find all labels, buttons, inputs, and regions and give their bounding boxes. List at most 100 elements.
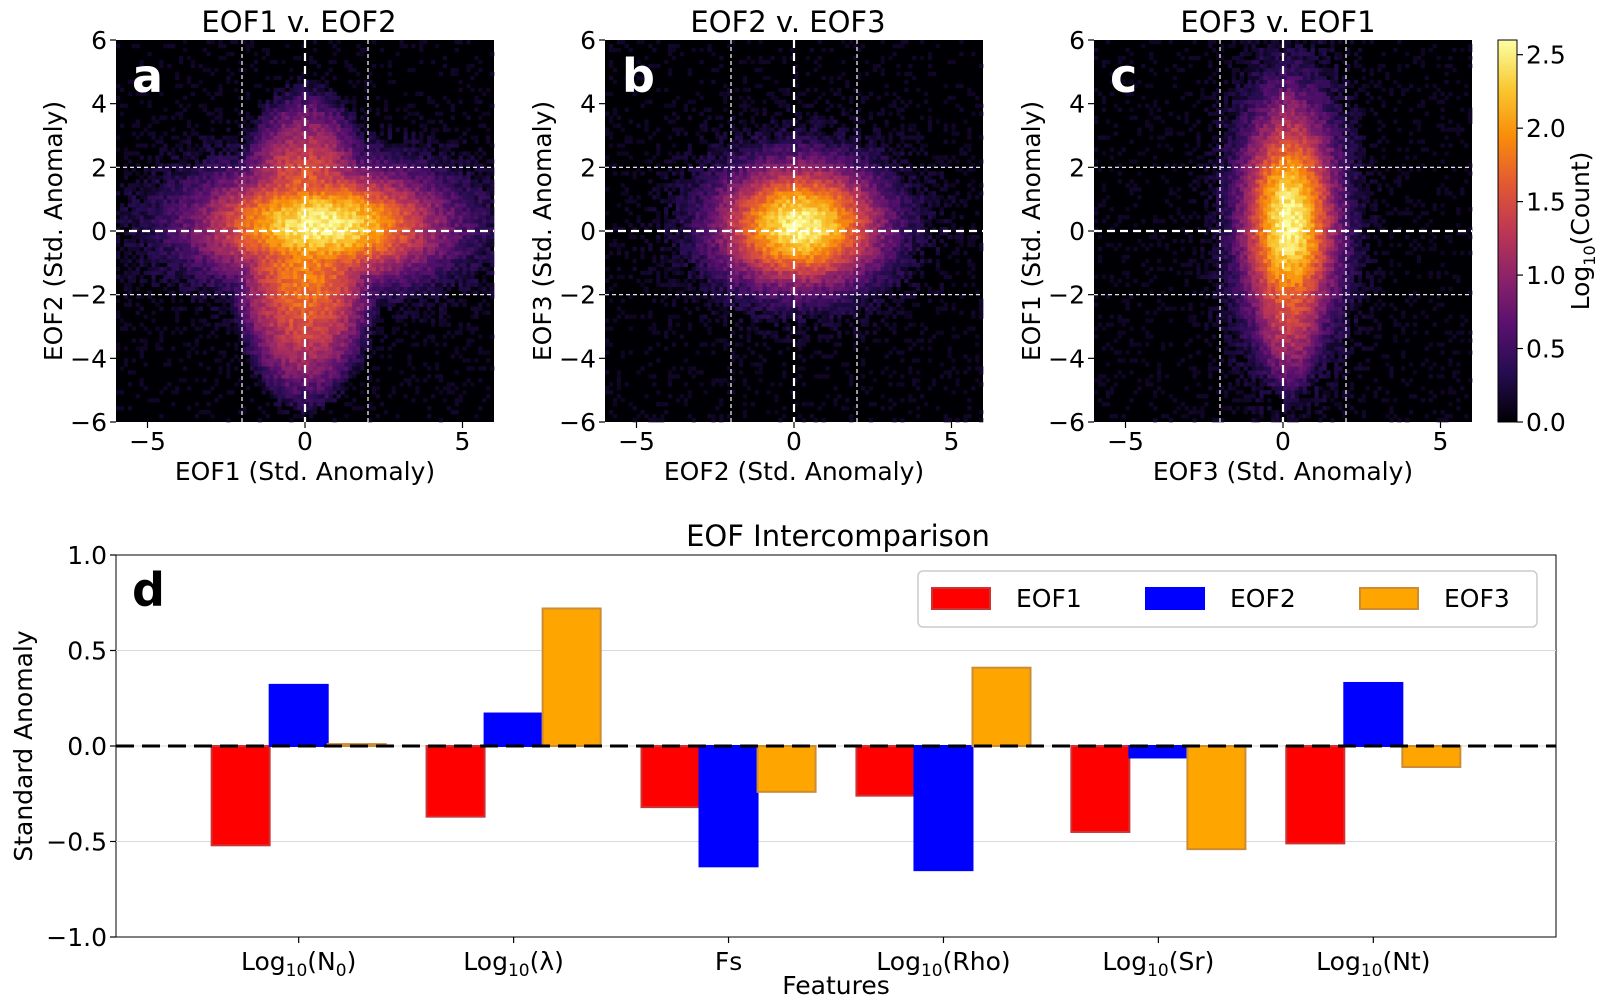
density-cell: [305, 398, 310, 403]
density-cell: [257, 234, 262, 240]
density-cell: [289, 179, 294, 184]
density-cell: [328, 282, 333, 288]
density-cell: [257, 203, 262, 208]
density-cell: [151, 270, 156, 276]
density-cell: [360, 406, 365, 411]
density-cell: [423, 40, 428, 45]
density-cell: [265, 342, 270, 347]
density-cell: [316, 171, 322, 176]
density-cell: [419, 143, 424, 148]
density-cell: [135, 215, 140, 220]
density-cell: [297, 398, 302, 403]
density-cell: [320, 103, 325, 108]
density-cell: [238, 203, 243, 208]
density-cell: [391, 326, 396, 331]
density-cell: [419, 254, 424, 260]
density-cell: [371, 238, 377, 244]
density-cell: [364, 159, 369, 164]
density-cell: [360, 266, 365, 272]
density-cell: [368, 215, 373, 220]
density-cell: [407, 211, 412, 216]
density-cell: [127, 215, 133, 220]
density-cell: [289, 187, 294, 192]
density-cell: [375, 171, 381, 176]
density-cell: [269, 298, 274, 303]
density-cell: [222, 278, 227, 284]
density-cell: [131, 246, 136, 252]
density-cell: [143, 386, 148, 391]
density-cell: [277, 179, 282, 184]
density-cell: [206, 278, 211, 284]
density-cell: [218, 119, 223, 124]
density-cell: [285, 227, 290, 232]
density-cell: [159, 223, 164, 228]
density-cell: [352, 334, 357, 339]
density-cell: [379, 290, 385, 295]
density-cell: [265, 270, 270, 276]
density-cell: [135, 242, 140, 248]
density-cell: [352, 302, 357, 307]
density-cell: [411, 266, 416, 272]
density-cell: [368, 135, 373, 140]
density-cell: [139, 227, 144, 232]
density-cell: [427, 151, 432, 156]
density-cell: [198, 278, 203, 284]
density-cell: [336, 131, 341, 136]
density-cell: [368, 298, 373, 303]
density-cell: [308, 167, 314, 172]
density-cell: [289, 326, 294, 331]
density-cell: [308, 211, 314, 216]
density-cell: [285, 215, 290, 220]
density-cell: [403, 183, 408, 188]
density-cell: [269, 119, 274, 124]
density-cell: [328, 163, 333, 168]
density-cell: [297, 159, 302, 164]
density-cell: [190, 131, 196, 136]
density-cell: [198, 199, 203, 204]
density-cell: [261, 127, 266, 132]
density-cell: [411, 207, 416, 212]
density-cell: [245, 302, 251, 307]
density-cell: [190, 127, 196, 132]
density-cell: [423, 127, 428, 132]
density-cell: [308, 290, 314, 295]
density-cell: [438, 219, 444, 224]
density-cell: [238, 338, 243, 343]
density-cell: [277, 115, 282, 120]
density-cell: [403, 378, 408, 383]
density-cell: [155, 119, 160, 124]
density-cell: [352, 270, 357, 276]
density-cell: [301, 143, 306, 148]
density-cell: [155, 175, 160, 180]
density-cell: [316, 199, 322, 204]
density-cell: [434, 179, 440, 184]
density-cell: [312, 274, 318, 280]
density-cell: [135, 163, 140, 168]
density-cell: [269, 107, 274, 112]
density-cell: [293, 342, 298, 347]
density-cell: [214, 215, 219, 220]
density-cell: [368, 163, 373, 168]
density-cell: [257, 306, 262, 311]
density-cell: [297, 195, 302, 200]
density-cell: [297, 386, 302, 391]
density-cell: [308, 266, 314, 272]
density-cell: [186, 135, 192, 140]
density-cell: [289, 219, 294, 224]
density-cell: [438, 227, 444, 232]
density-cell: [265, 175, 270, 180]
density-cell: [273, 227, 278, 232]
density-cell: [163, 231, 168, 236]
density-cell: [139, 382, 144, 387]
density-cell: [415, 294, 420, 299]
density-cell: [151, 266, 156, 272]
density-cell: [411, 167, 416, 172]
density-cell: [391, 274, 396, 280]
density-cell: [364, 199, 369, 204]
density-cell: [222, 187, 227, 192]
density-cell: [336, 318, 341, 323]
density-cell: [293, 191, 298, 196]
density-cell: [297, 378, 302, 383]
density-cell: [206, 302, 211, 307]
density-cell: [289, 290, 294, 295]
